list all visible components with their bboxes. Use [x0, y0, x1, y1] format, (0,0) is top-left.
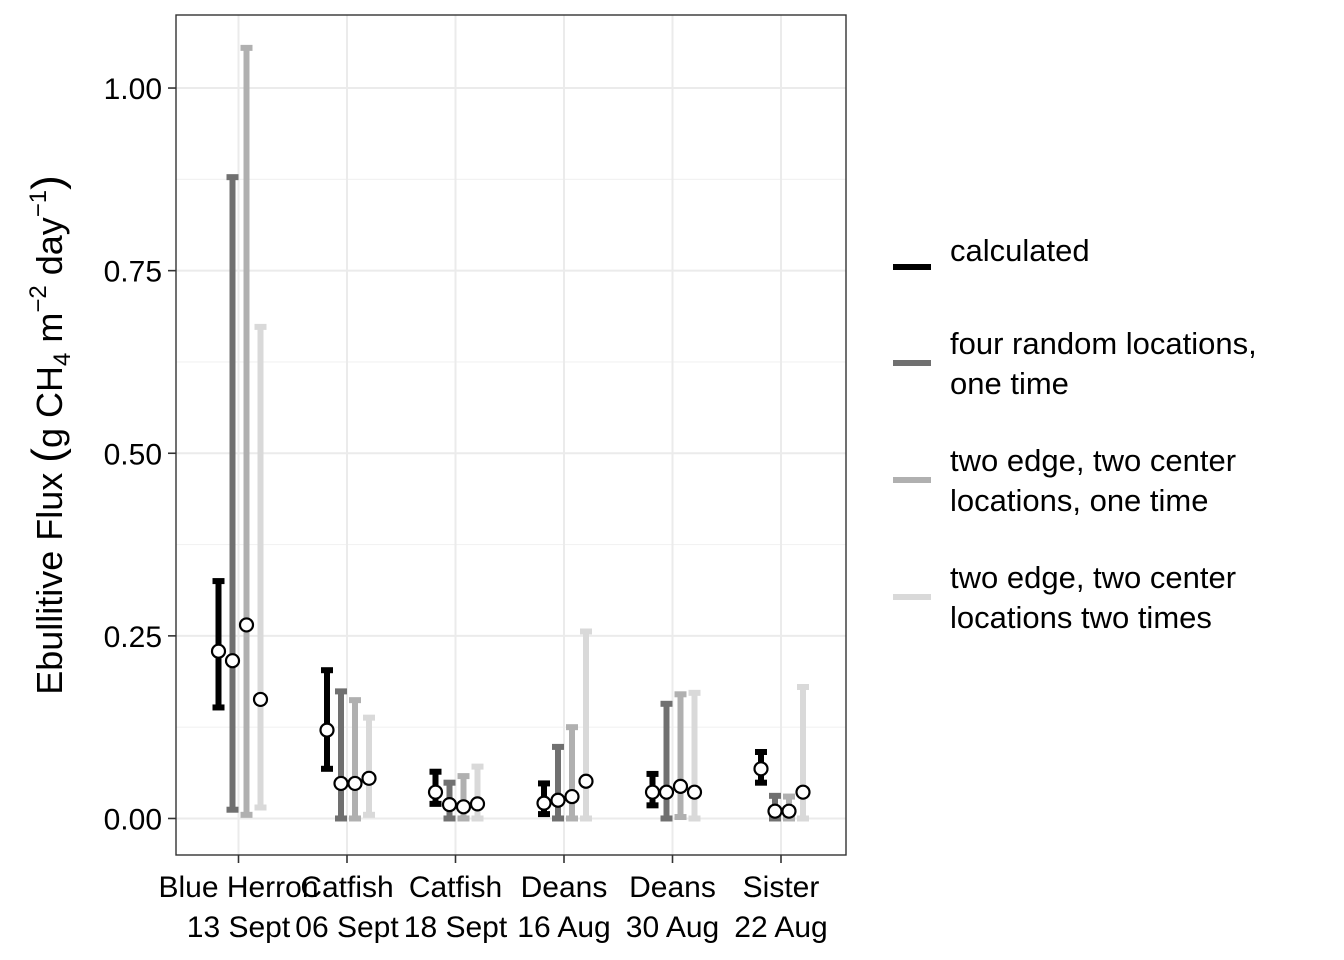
mean-point — [658, 784, 675, 800]
error-bars — [212, 44, 809, 822]
plot-panel — [175, 14, 847, 856]
plot-panel-border — [175, 14, 847, 856]
legend-item: two edge, two center locations two times — [893, 560, 1236, 635]
mean-point — [781, 803, 797, 819]
mean-point — [238, 617, 255, 633]
ylabel-sup-neg1: −1 — [25, 190, 52, 217]
mean-point — [252, 691, 269, 708]
legend-label: locations two times — [950, 600, 1212, 635]
legend-label: one time — [950, 366, 1069, 401]
x-tick-label-line1: Deans — [629, 871, 716, 904]
ylabel-close-paren: ) — [23, 175, 72, 190]
mean-point — [550, 792, 566, 808]
ylabel-open-paren: ( — [23, 448, 72, 463]
ylabel-sub4: 4 — [49, 353, 76, 366]
mean-point — [224, 653, 241, 669]
x-tick-label-line1: Catfish — [300, 871, 393, 904]
major-gridlines — [176, 15, 846, 855]
mean-point — [427, 784, 444, 800]
ylabel-g-ch: g CH — [29, 366, 70, 448]
y-tick-label: 0.00 — [104, 803, 162, 836]
mean-point — [795, 784, 811, 800]
mean-point — [564, 788, 580, 805]
legend: calculated four random locations, one time… — [893, 233, 1257, 635]
ylabel-day: day — [29, 217, 70, 285]
plot-panel-bg — [176, 15, 846, 855]
y-axis: 0.00 0.25 0.50 0.75 1.00 — [104, 73, 176, 836]
minor-gridlines — [176, 178, 846, 728]
x-tick-label-line2: 18 Sept — [404, 911, 508, 944]
ylabel-prefix: Ebullitive Flux — [29, 463, 70, 695]
x-tick-label-line2: 13 Sept — [187, 911, 291, 944]
ylabel-sup-neg2: −2 — [25, 285, 52, 312]
mean-point — [319, 722, 335, 738]
legend-label: two edge, two center — [950, 560, 1236, 595]
x-axis: Blue Herron 13 Sept Catfish 06 Sept Catfish 1… — [158, 855, 828, 944]
x-tick-label-line1: Sister — [743, 871, 820, 904]
x-tick-label-line2: 06 Sept — [295, 911, 399, 944]
y-tick-label: 0.50 — [104, 438, 162, 471]
mean-point — [686, 784, 703, 800]
x-tick-label-line2: 30 Aug — [626, 911, 719, 944]
mean-point — [347, 775, 363, 792]
mean-point — [441, 796, 458, 813]
y-tick-label: 0.25 — [104, 621, 162, 654]
mean-point — [578, 773, 594, 789]
x-tick-label-line1: Deans — [521, 871, 608, 904]
x-tick-label-line1: Catfish — [409, 871, 502, 904]
legend-item: calculated — [893, 233, 1090, 270]
mean-point — [469, 796, 486, 812]
mean-point — [767, 803, 783, 819]
x-tick-label-line2: 22 Aug — [734, 911, 827, 944]
y-tick-label: 1.00 — [104, 73, 162, 106]
mean-point — [455, 799, 472, 815]
legend-item: two edge, two center locations, one time — [893, 443, 1236, 518]
legend-label: two edge, two center — [950, 443, 1236, 478]
mean-point — [536, 795, 552, 811]
legend-label: locations, one time — [950, 483, 1208, 518]
svg-text:Ebullitive Flux (g CH4 m−2 day: Ebullitive Flux (g CH4 m−2 day−1) — [23, 175, 76, 695]
y-tick-label: 0.75 — [104, 256, 162, 289]
mean-point — [672, 778, 689, 794]
mean-point — [333, 775, 349, 792]
mean-point — [210, 643, 227, 659]
mean-point — [644, 784, 661, 800]
x-tick-label-line1: Blue Herron — [158, 871, 318, 904]
mean-point — [361, 770, 377, 786]
ylabel-m: m — [29, 313, 70, 353]
legend-label: calculated — [950, 233, 1090, 268]
mean-points — [210, 617, 811, 819]
legend-item: four random locations, one time — [893, 326, 1257, 401]
y-axis-title: Ebullitive Flux (g CH4 m−2 day−1) — [23, 175, 76, 695]
x-tick-label-line2: 16 Aug — [517, 911, 610, 944]
mean-point — [753, 761, 769, 777]
legend-label: four random locations, — [950, 326, 1257, 361]
